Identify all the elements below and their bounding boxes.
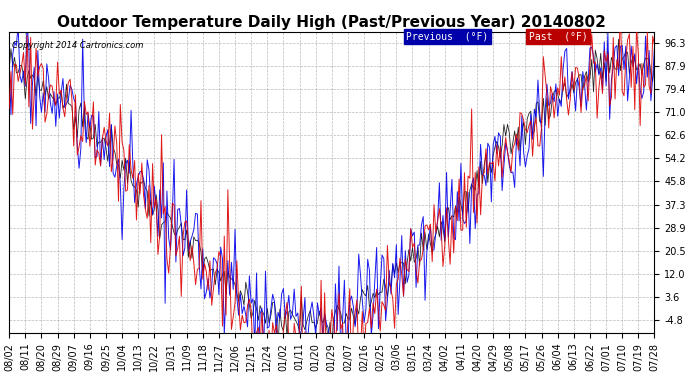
Title: Outdoor Temperature Daily High (Past/Previous Year) 20140802: Outdoor Temperature Daily High (Past/Pre… <box>57 15 607 30</box>
Text: Past  (°F): Past (°F) <box>529 32 587 42</box>
Text: Copyright 2014 Cartronics.com: Copyright 2014 Cartronics.com <box>12 40 144 50</box>
Text: Previous  (°F): Previous (°F) <box>406 32 489 42</box>
